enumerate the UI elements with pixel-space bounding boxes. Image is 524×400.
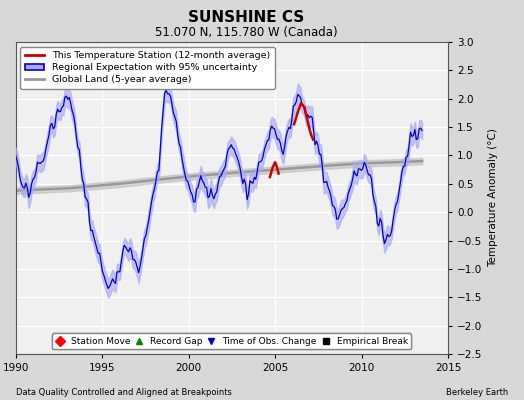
Text: Berkeley Earth: Berkeley Earth — [446, 388, 508, 397]
Legend: Station Move, Record Gap, Time of Obs. Change, Empirical Break: Station Move, Record Gap, Time of Obs. C… — [52, 333, 411, 350]
Text: SUNSHINE CS: SUNSHINE CS — [188, 10, 304, 25]
Text: Data Quality Controlled and Aligned at Breakpoints: Data Quality Controlled and Aligned at B… — [16, 388, 232, 397]
Y-axis label: Temperature Anomaly (°C): Temperature Anomaly (°C) — [488, 128, 498, 268]
Text: 51.070 N, 115.780 W (Canada): 51.070 N, 115.780 W (Canada) — [155, 26, 337, 39]
